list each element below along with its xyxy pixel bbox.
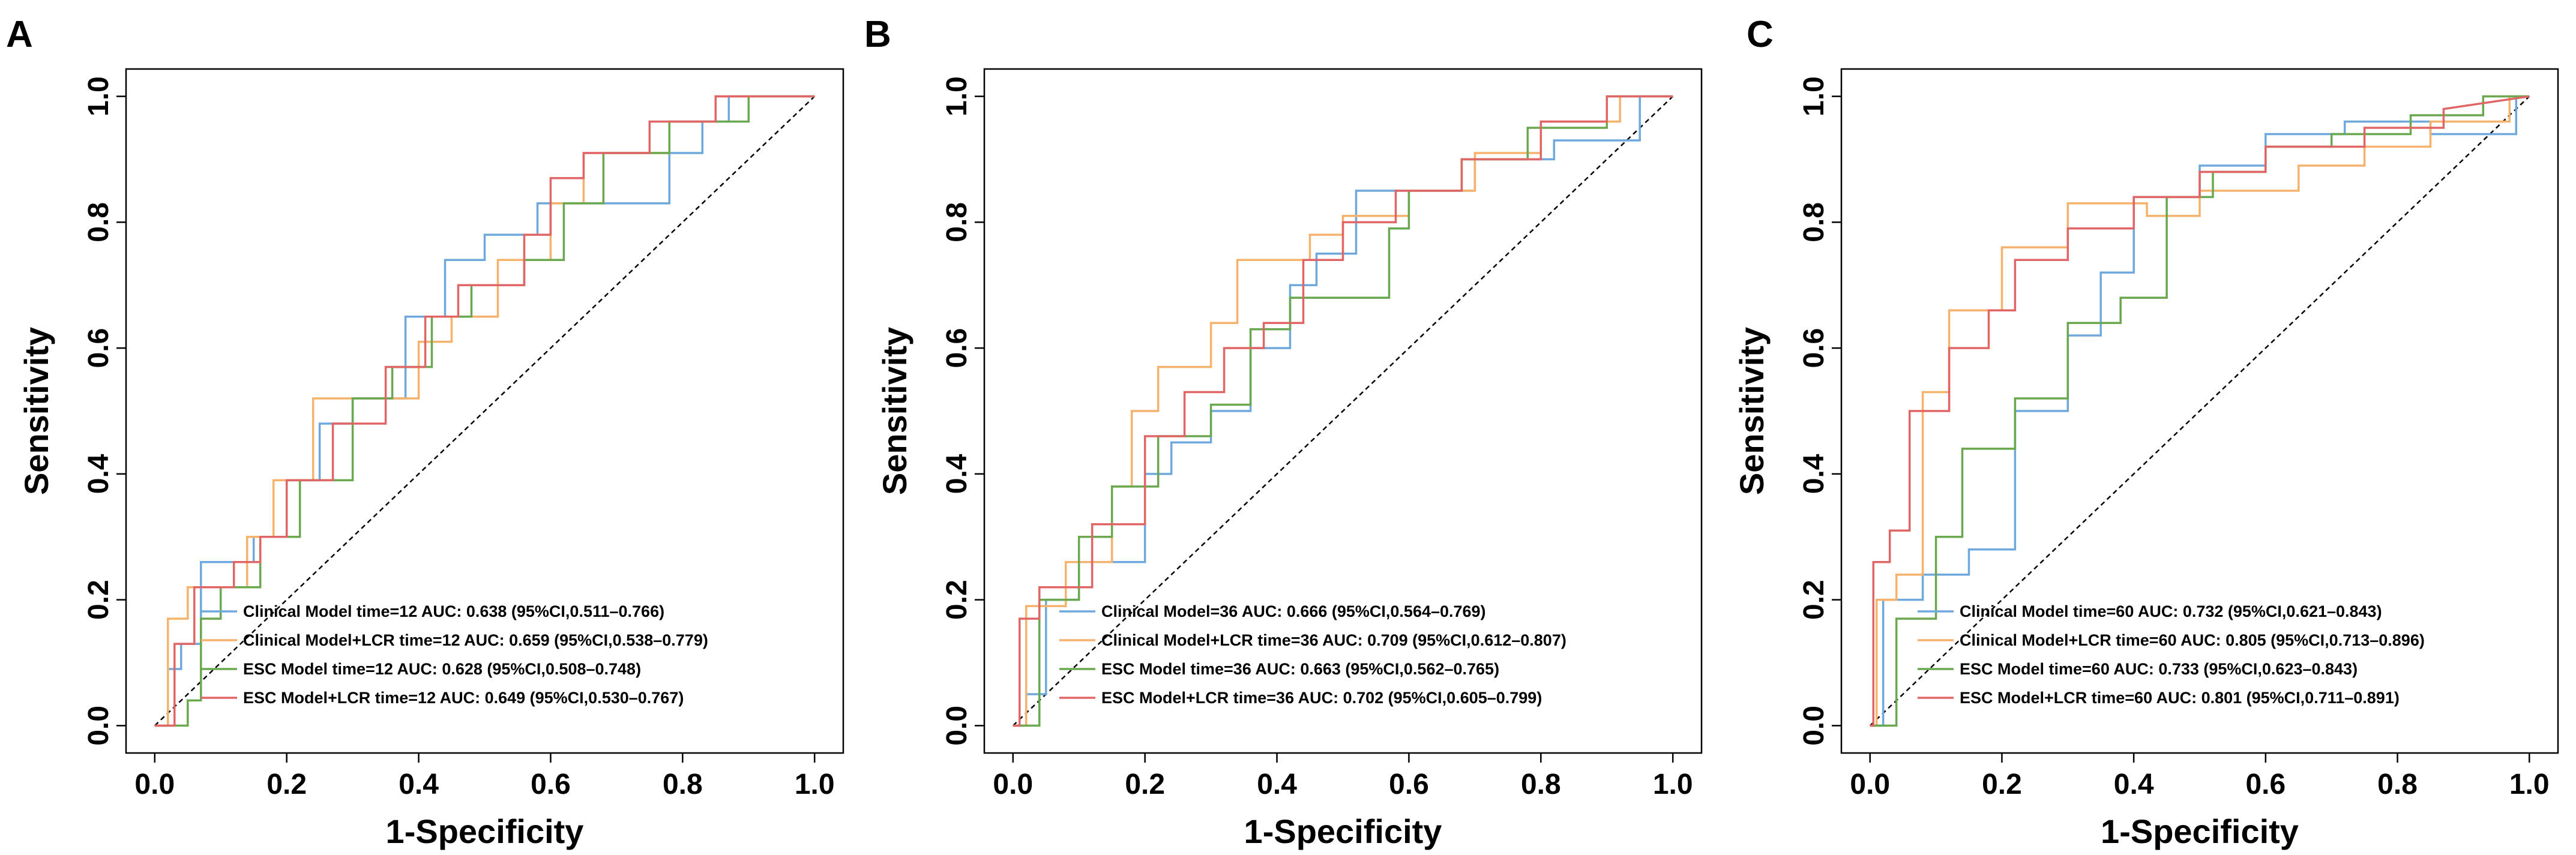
legend-label: ESC Model time=60 AUC: 0.733 (95%CI,0.62… — [1960, 660, 2358, 678]
legend-label: ESC Model+LCR time=12 AUC: 0.649 (95%CI,… — [243, 689, 684, 707]
x-tick-label: 0.6 — [1389, 769, 1429, 800]
y-tick-label: 0.2 — [83, 580, 115, 620]
y-tick-label: 0.4 — [83, 454, 115, 494]
y-axis-title: Sensitivity — [876, 327, 913, 495]
y-tick-label: 1.0 — [83, 76, 115, 116]
y-tick-label: 0.2 — [1798, 580, 1830, 620]
roc-curve-blue — [1870, 95, 2530, 727]
x-tick-label: 0.8 — [2377, 769, 2418, 800]
x-axis-title: 1-Specificity — [1244, 812, 1442, 850]
panel-letter: B — [864, 14, 891, 55]
legend-label: Clinical Model+LCR time=12 AUC: 0.659 (9… — [243, 631, 708, 649]
plot-frame — [125, 68, 844, 754]
roc-panel-c: C 0.0 0.2 0.4 0.6 0.8 1.0 0.0 0.2 0.4 0.6 0.8 1.0 1-S… — [1733, 14, 2559, 850]
x-axis-title: 1-Specificity — [2101, 812, 2299, 850]
legend: Clinical Model time=12 AUC: 0.638 (95%CI… — [201, 602, 708, 707]
x-tick-label: 0.2 — [1982, 769, 2022, 800]
x-tick-label: 0.8 — [663, 769, 703, 800]
y-tick-label: 0.0 — [1798, 706, 1830, 746]
x-tick-label: 0.0 — [134, 769, 175, 800]
panel-letter: C — [1747, 14, 1774, 55]
legend: Clinical Model time=60 AUC: 0.732 (95%CI… — [1918, 602, 2425, 707]
x-tick-label: 0.4 — [1257, 769, 1297, 800]
y-tick-label: 1.0 — [941, 76, 973, 116]
reference-diagonal — [1869, 95, 2530, 727]
legend-label: ESC Model+LCR time=60 AUC: 0.801 (95%CI,… — [1960, 689, 2400, 707]
x-tick-label: 0.6 — [2245, 769, 2286, 800]
x-tick-label: 0.0 — [993, 769, 1033, 800]
panel-letter: A — [6, 14, 33, 55]
y-axis-title: Sensitivity — [1733, 327, 1771, 495]
x-tick-label: 0.2 — [1125, 769, 1165, 800]
y-tick-label: 0.8 — [1798, 202, 1830, 242]
x-tick-label: 0.6 — [531, 769, 571, 800]
reference-diagonal — [1012, 95, 1674, 727]
reference-diagonal — [154, 95, 816, 727]
y-tick-label: 0.4 — [1798, 454, 1830, 494]
y-tick-label: 0.0 — [83, 706, 115, 746]
y-tick-label: 0.8 — [83, 202, 115, 242]
legend: Clinical Model=36 AUC: 0.666 (95%CI,0.56… — [1059, 602, 1566, 707]
y-tick-label: 0.2 — [941, 580, 973, 620]
x-tick-label: 0.4 — [399, 769, 439, 800]
legend-label: Clinical Model+LCR time=60 AUC: 0.805 (9… — [1960, 631, 2425, 649]
legend-label: Clinical Model time=60 AUC: 0.732 (95%CI… — [1960, 602, 2382, 620]
x-tick-label: 0.2 — [266, 769, 307, 800]
x-tick-label: 0.0 — [1850, 769, 1890, 800]
x-tick-label: 1.0 — [1653, 769, 1693, 800]
legend-label: Clinical Model time=12 AUC: 0.638 (95%CI… — [243, 602, 664, 620]
x-tick-label: 1.0 — [2509, 769, 2550, 800]
roc-curve-red — [1013, 95, 1673, 727]
y-tick-label: 0.4 — [941, 454, 973, 494]
plot-frame — [1840, 68, 2559, 754]
roc-curve-red — [1870, 95, 2530, 727]
legend-label: ESC Model time=36 AUC: 0.663 (95%CI,0.56… — [1101, 660, 1499, 678]
y-tick-label: 0.6 — [1798, 328, 1830, 368]
roc-curve-red — [154, 95, 815, 727]
y-tick-label: 0.0 — [941, 706, 973, 746]
y-axis-title: Sensitivity — [17, 327, 55, 495]
roc-curve-orange — [1013, 95, 1673, 727]
y-tick-label: 0.8 — [941, 202, 973, 242]
roc-panel-a: A 0.0 0.2 0.4 0.6 0.8 1.0 0.0 0.2 0.4 0.6 0.8 1.0 1-S… — [6, 14, 844, 850]
roc-panel-b: B 0.0 0.2 0.4 0.6 0.8 1.0 0.0 0.2 0.4 0.6 0.8 1.0 1-S… — [864, 14, 1703, 850]
legend-label: ESC Model+LCR time=36 AUC: 0.702 (95%CI,… — [1101, 689, 1542, 707]
plot-frame — [983, 68, 1703, 754]
y-tick-label: 0.6 — [83, 328, 115, 368]
legend-label: Clinical Model+LCR time=36 AUC: 0.709 (9… — [1101, 631, 1566, 649]
y-tick-label: 0.6 — [941, 328, 973, 368]
x-axis-title: 1-Specificity — [386, 812, 584, 850]
legend-label: ESC Model time=12 AUC: 0.628 (95%CI,0.50… — [243, 660, 641, 678]
legend-label: Clinical Model=36 AUC: 0.666 (95%CI,0.56… — [1101, 602, 1486, 620]
x-tick-label: 1.0 — [795, 769, 835, 800]
roc-curve-orange — [1870, 95, 2530, 727]
roc-curve-green — [1870, 95, 2530, 727]
y-tick-label: 1.0 — [1798, 76, 1830, 116]
x-tick-label: 0.8 — [1521, 769, 1561, 800]
x-tick-label: 0.4 — [2114, 769, 2154, 800]
